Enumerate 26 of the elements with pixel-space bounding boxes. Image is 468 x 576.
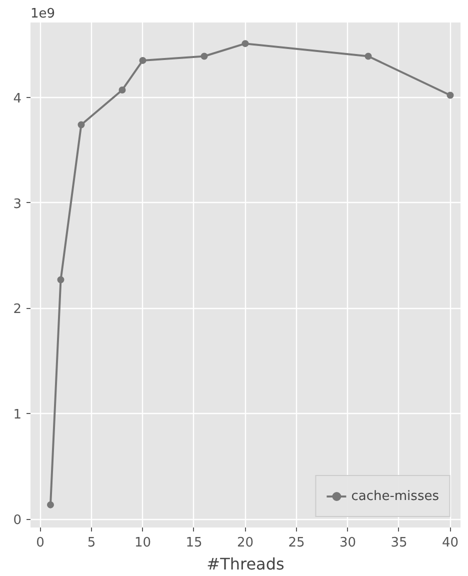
point (139, 56, 146, 64)
y-tick-label: 2 (13, 302, 22, 318)
point (118, 86, 126, 94)
x-axis-title: #Threads (206, 554, 284, 574)
x-tick-label: 5 (87, 536, 96, 550)
y-tick-label: 1 (13, 408, 22, 423)
point (57, 276, 64, 284)
x-tick-label: 30 (339, 536, 356, 550)
point (242, 40, 249, 48)
y-tick-label: 3 (13, 196, 22, 212)
legend-label: cache-misses (351, 488, 439, 504)
x-tick-label: 20 (236, 536, 254, 550)
text: 1e9 (30, 6, 56, 22)
x-tick-label: 25 (288, 536, 305, 550)
x-tick-label: 0 (36, 536, 44, 550)
point (200, 52, 208, 60)
y-tick-label: 0 (13, 513, 22, 528)
point (46, 501, 54, 508)
point (446, 92, 454, 99)
x-tick-label: 35 (390, 536, 408, 550)
x-tick-label: 10 (134, 536, 152, 550)
point (364, 52, 372, 60)
point (78, 121, 85, 128)
x-tick-label: 40 (442, 536, 459, 550)
y-tick-label: 4 (13, 91, 22, 106)
x-tick-label: 15 (186, 536, 202, 550)
